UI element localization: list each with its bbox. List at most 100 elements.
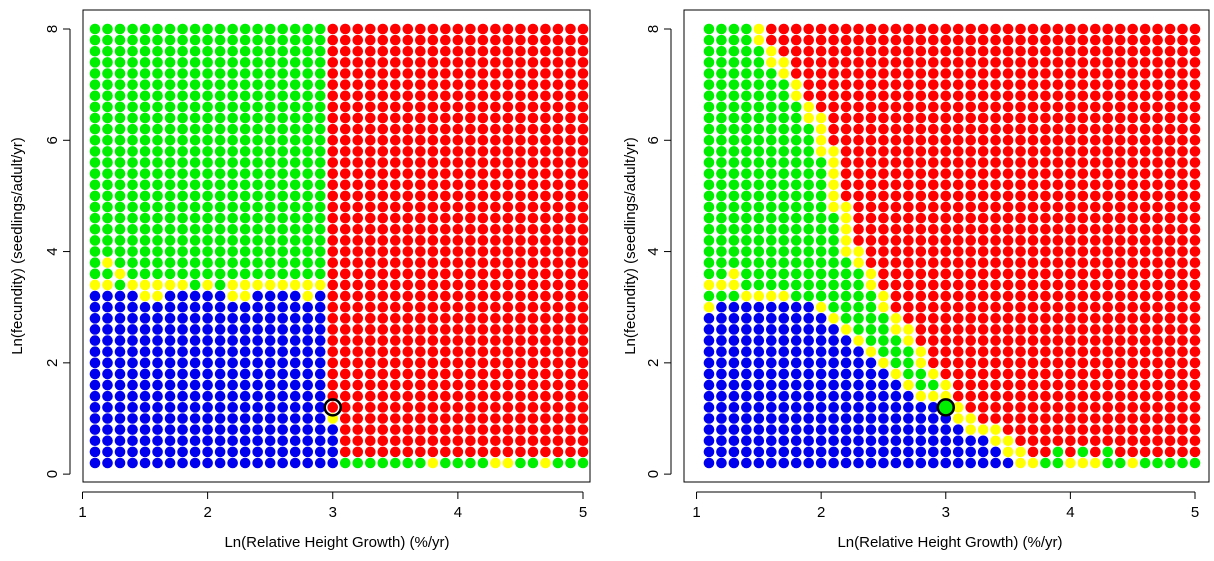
left-point bbox=[164, 68, 176, 79]
right-point bbox=[1127, 313, 1138, 324]
right-point bbox=[753, 90, 765, 102]
right-point bbox=[915, 435, 927, 447]
right-point bbox=[1114, 402, 1126, 413]
right-point bbox=[853, 157, 864, 168]
right-point bbox=[716, 235, 727, 246]
left-point bbox=[314, 413, 326, 424]
right-point bbox=[1077, 368, 1089, 380]
left-point bbox=[577, 190, 589, 202]
right-point bbox=[878, 346, 889, 358]
left-point bbox=[364, 146, 376, 157]
left-point bbox=[565, 190, 576, 202]
right-point bbox=[853, 257, 864, 268]
right-point bbox=[716, 390, 727, 402]
right-point bbox=[1040, 402, 1051, 413]
right-point bbox=[778, 379, 790, 391]
left-point bbox=[214, 390, 226, 402]
right-point bbox=[1052, 112, 1064, 124]
right-point bbox=[865, 324, 877, 335]
right-point bbox=[965, 279, 976, 291]
left-point bbox=[552, 413, 564, 424]
right-point bbox=[1002, 435, 1014, 447]
right-point bbox=[928, 335, 939, 346]
left-point bbox=[339, 23, 351, 35]
right-point bbox=[915, 34, 927, 46]
left-point bbox=[252, 168, 263, 179]
left-point bbox=[515, 212, 526, 224]
right-point bbox=[1065, 146, 1076, 157]
right-point bbox=[1027, 457, 1039, 469]
right-point bbox=[1090, 224, 1101, 235]
left-point bbox=[214, 45, 226, 57]
right-point bbox=[766, 324, 777, 335]
right-point bbox=[1152, 402, 1163, 413]
left-point bbox=[114, 112, 126, 124]
left-point bbox=[390, 212, 401, 224]
left-point bbox=[552, 101, 564, 113]
left-point bbox=[415, 168, 426, 179]
left-point bbox=[277, 68, 288, 79]
left-point bbox=[402, 235, 414, 246]
left-point bbox=[339, 390, 351, 402]
left-point bbox=[302, 257, 314, 268]
left-point bbox=[390, 101, 401, 113]
right-point bbox=[1027, 446, 1039, 458]
left-point bbox=[227, 68, 238, 79]
right-point bbox=[890, 390, 902, 402]
right-point bbox=[1102, 90, 1114, 102]
right-point bbox=[1102, 235, 1114, 246]
left-point bbox=[540, 424, 551, 435]
right-point bbox=[878, 157, 889, 168]
left-point bbox=[127, 324, 138, 335]
left-point bbox=[364, 201, 376, 213]
left-point bbox=[114, 168, 126, 179]
left-point bbox=[364, 457, 376, 469]
right-point bbox=[1114, 212, 1126, 224]
right-point bbox=[840, 368, 852, 380]
right-point bbox=[716, 379, 727, 391]
right-point bbox=[1127, 268, 1138, 280]
right-point bbox=[1065, 212, 1076, 224]
right-point bbox=[803, 424, 814, 435]
left-point bbox=[114, 235, 126, 246]
right-point bbox=[753, 235, 765, 246]
right-point bbox=[753, 346, 765, 358]
right-point bbox=[1164, 324, 1176, 335]
left-point bbox=[540, 190, 551, 202]
left-point bbox=[177, 424, 188, 435]
right-point bbox=[1139, 313, 1151, 324]
left-point bbox=[139, 368, 151, 380]
right-point bbox=[766, 112, 777, 124]
left-point bbox=[377, 346, 389, 358]
right-point bbox=[1002, 368, 1014, 380]
left-point bbox=[390, 435, 401, 447]
left-point bbox=[252, 413, 263, 424]
left-point bbox=[502, 224, 514, 235]
right-point bbox=[766, 413, 777, 424]
right-point bbox=[1114, 257, 1126, 268]
right-point bbox=[1065, 57, 1076, 68]
left-point bbox=[214, 157, 226, 168]
left-point bbox=[164, 179, 176, 191]
right-point bbox=[915, 290, 927, 302]
left-point bbox=[127, 168, 138, 179]
left-point bbox=[577, 368, 589, 380]
right-point bbox=[878, 379, 889, 391]
right-point bbox=[990, 324, 1001, 335]
right-point bbox=[878, 390, 889, 402]
right-point bbox=[1077, 402, 1089, 413]
left-point bbox=[289, 112, 301, 124]
right-point bbox=[1164, 313, 1176, 324]
right-point bbox=[828, 146, 839, 157]
left-point bbox=[577, 413, 589, 424]
right-point bbox=[1002, 134, 1014, 146]
left-point bbox=[540, 101, 551, 113]
right-point bbox=[778, 168, 790, 179]
left-point bbox=[302, 224, 314, 235]
right-point bbox=[1040, 23, 1051, 35]
left-point bbox=[264, 123, 276, 135]
right-point bbox=[703, 413, 715, 424]
left-point bbox=[364, 179, 376, 191]
right-point bbox=[952, 446, 964, 458]
